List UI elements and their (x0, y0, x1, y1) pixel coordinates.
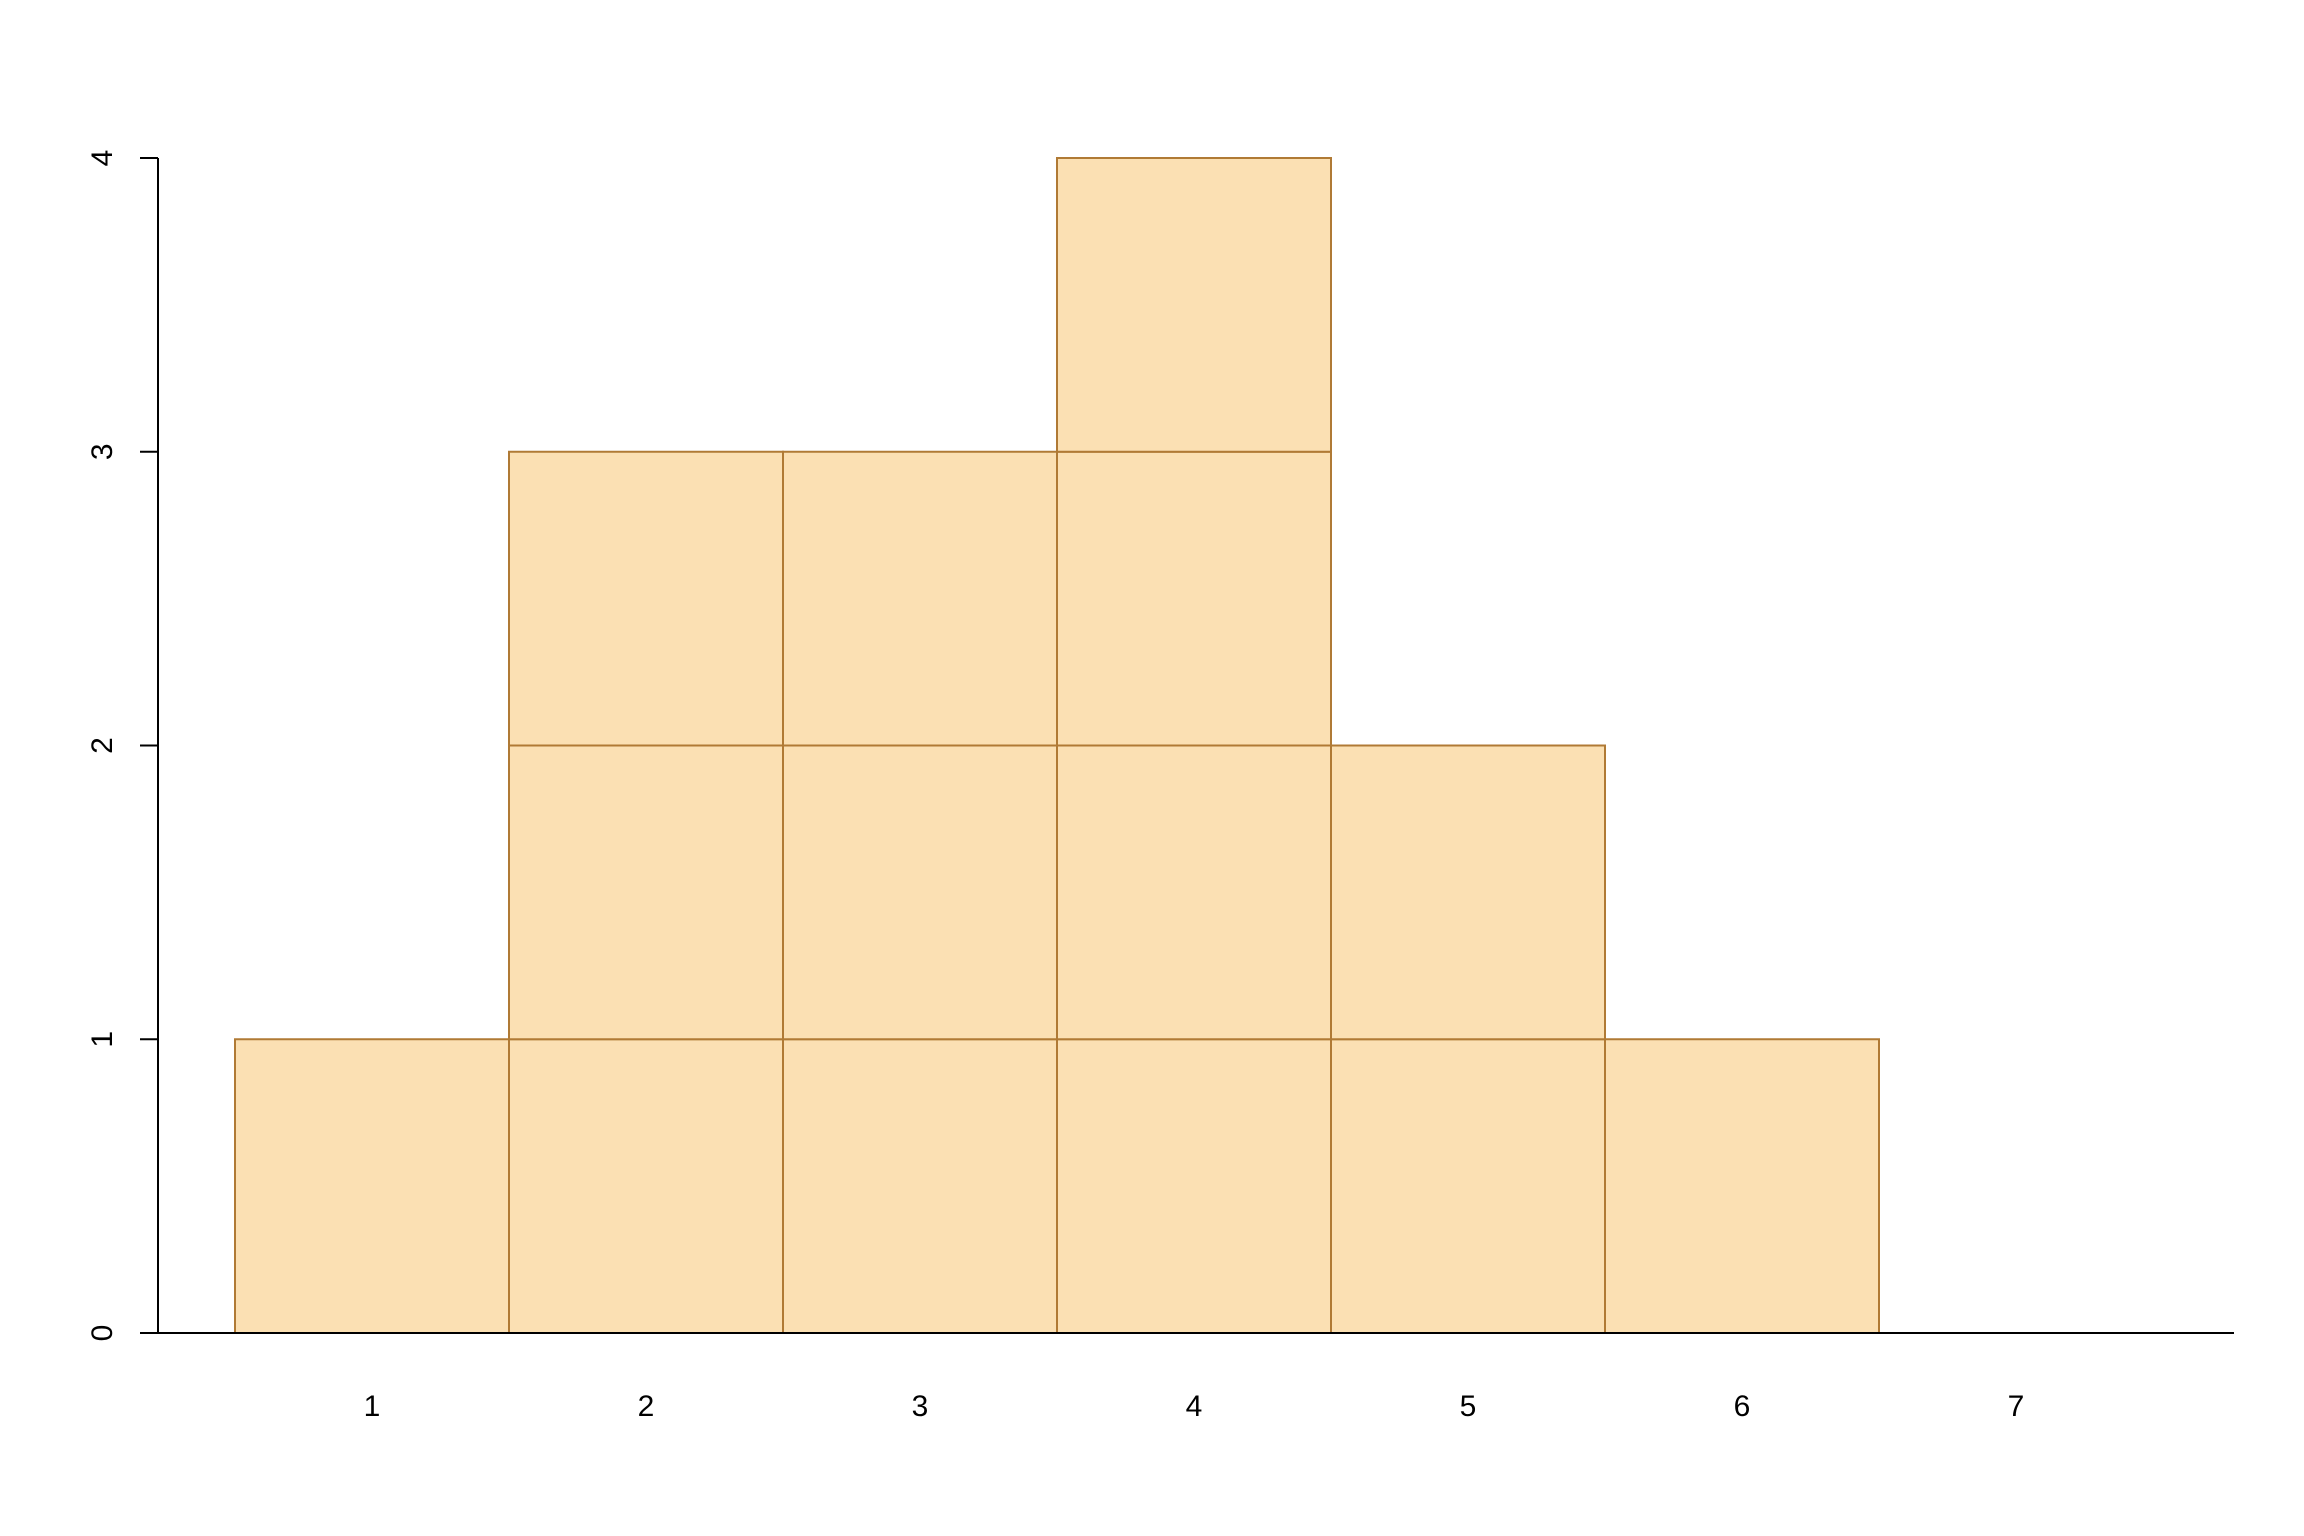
x-tick-label: 4 (1186, 1390, 1203, 1423)
bar-segment (782, 744, 1058, 1041)
bar-segment (1056, 450, 1332, 747)
bar-segment (782, 450, 1058, 747)
bar-segment (234, 1038, 510, 1334)
x-tick-label: 5 (1460, 1390, 1477, 1423)
x-tick-label: 6 (1734, 1390, 1751, 1423)
bar-6 (1604, 1038, 1880, 1334)
bar-segment (1056, 744, 1332, 1041)
bar-segment (1056, 1038, 1332, 1334)
x-tick-label: 2 (638, 1390, 655, 1423)
y-tick-label: 0 (86, 1325, 119, 1342)
bar-segment (782, 1038, 1058, 1334)
bar-1 (234, 1038, 510, 1334)
bar-segment (1056, 157, 1332, 453)
y-tick-label: 3 (86, 443, 119, 460)
bar-3 (782, 450, 1058, 1334)
bar-4 (1056, 157, 1332, 1334)
x-tick-label: 7 (2008, 1390, 2025, 1423)
x-tick-label: 1 (364, 1390, 381, 1423)
axes-group: 0 1 2 3 4 1 2 3 4 5 6 7 (86, 150, 2234, 1423)
bar-segment (1604, 1038, 1880, 1334)
bar-2 (508, 450, 784, 1334)
y-tick-label: 2 (86, 737, 119, 754)
y-tick-label: 1 (86, 1031, 119, 1048)
bar-segment (508, 1038, 784, 1334)
bars-group (234, 157, 2153, 1334)
x-tick-label: 3 (912, 1390, 929, 1423)
bar-segment (1330, 1038, 1606, 1334)
bar-segment (1330, 744, 1606, 1041)
bar-segment (508, 744, 784, 1041)
bar-5 (1330, 744, 1606, 1334)
bar-segment (508, 450, 784, 747)
y-tick-label: 4 (86, 150, 119, 167)
